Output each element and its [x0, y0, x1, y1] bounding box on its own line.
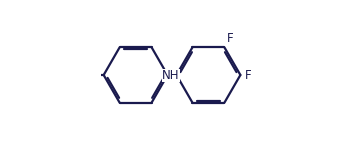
Text: NH: NH [162, 69, 180, 81]
Text: F: F [244, 69, 251, 81]
Text: F: F [227, 32, 234, 45]
